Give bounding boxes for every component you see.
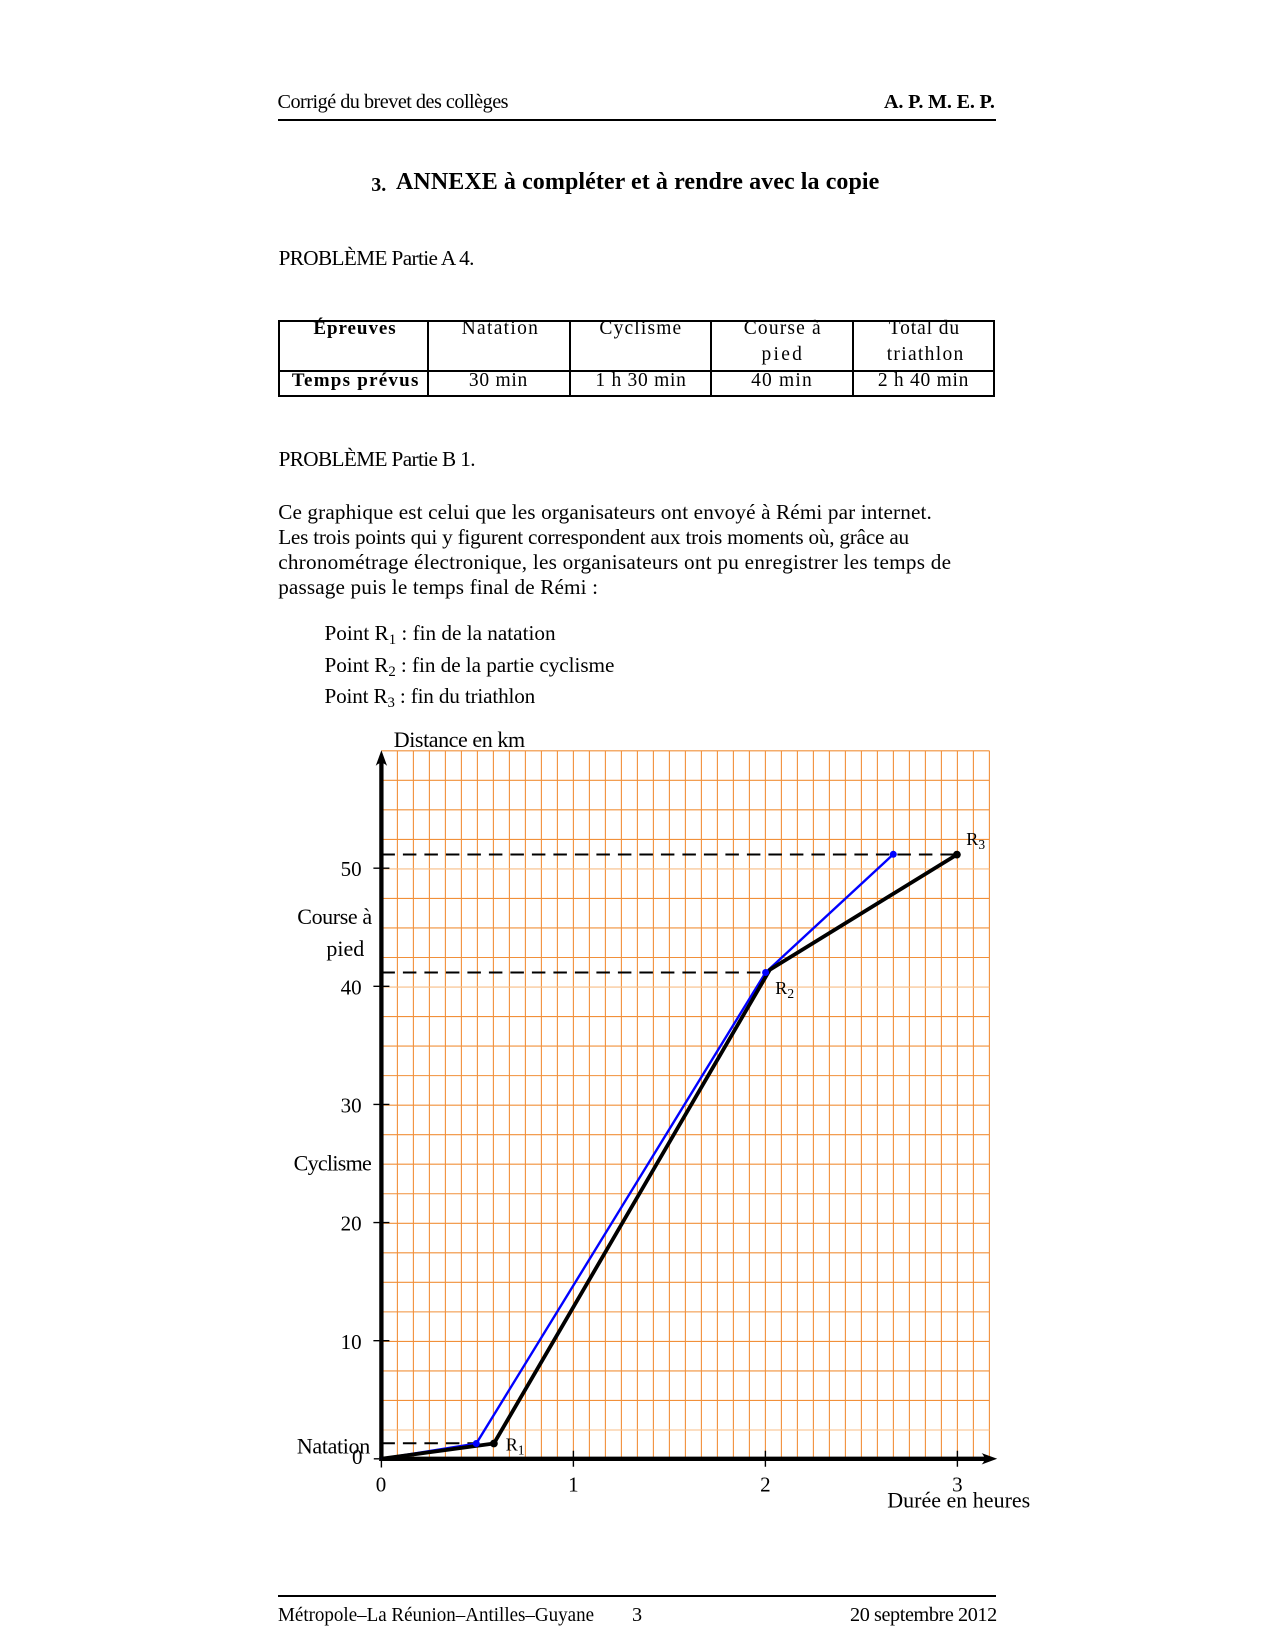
svg-text:Course à: Course à: [297, 904, 372, 929]
svg-text:50: 50: [341, 857, 362, 881]
svg-text:pied: pied: [326, 936, 364, 961]
svg-text:20: 20: [341, 1212, 362, 1236]
svg-text:Natation: Natation: [297, 1433, 370, 1458]
svg-text:3: 3: [952, 1472, 963, 1496]
svg-text:10: 10: [341, 1330, 362, 1354]
svg-text:1: 1: [568, 1472, 579, 1496]
svg-text:Cyclisme: Cyclisme: [294, 1150, 372, 1175]
svg-text:R2: R2: [775, 978, 794, 1001]
svg-text:40: 40: [341, 976, 362, 1000]
svg-text:Distance en km: Distance en km: [394, 727, 525, 752]
svg-text:Durée en heures: Durée en heures: [887, 1488, 1030, 1513]
svg-text:2: 2: [760, 1472, 771, 1496]
svg-text:30: 30: [341, 1094, 362, 1118]
svg-text:0: 0: [376, 1472, 387, 1496]
svg-text:0: 0: [352, 1445, 363, 1469]
svg-text:R3: R3: [966, 829, 985, 852]
svg-text:R1: R1: [506, 1435, 525, 1458]
